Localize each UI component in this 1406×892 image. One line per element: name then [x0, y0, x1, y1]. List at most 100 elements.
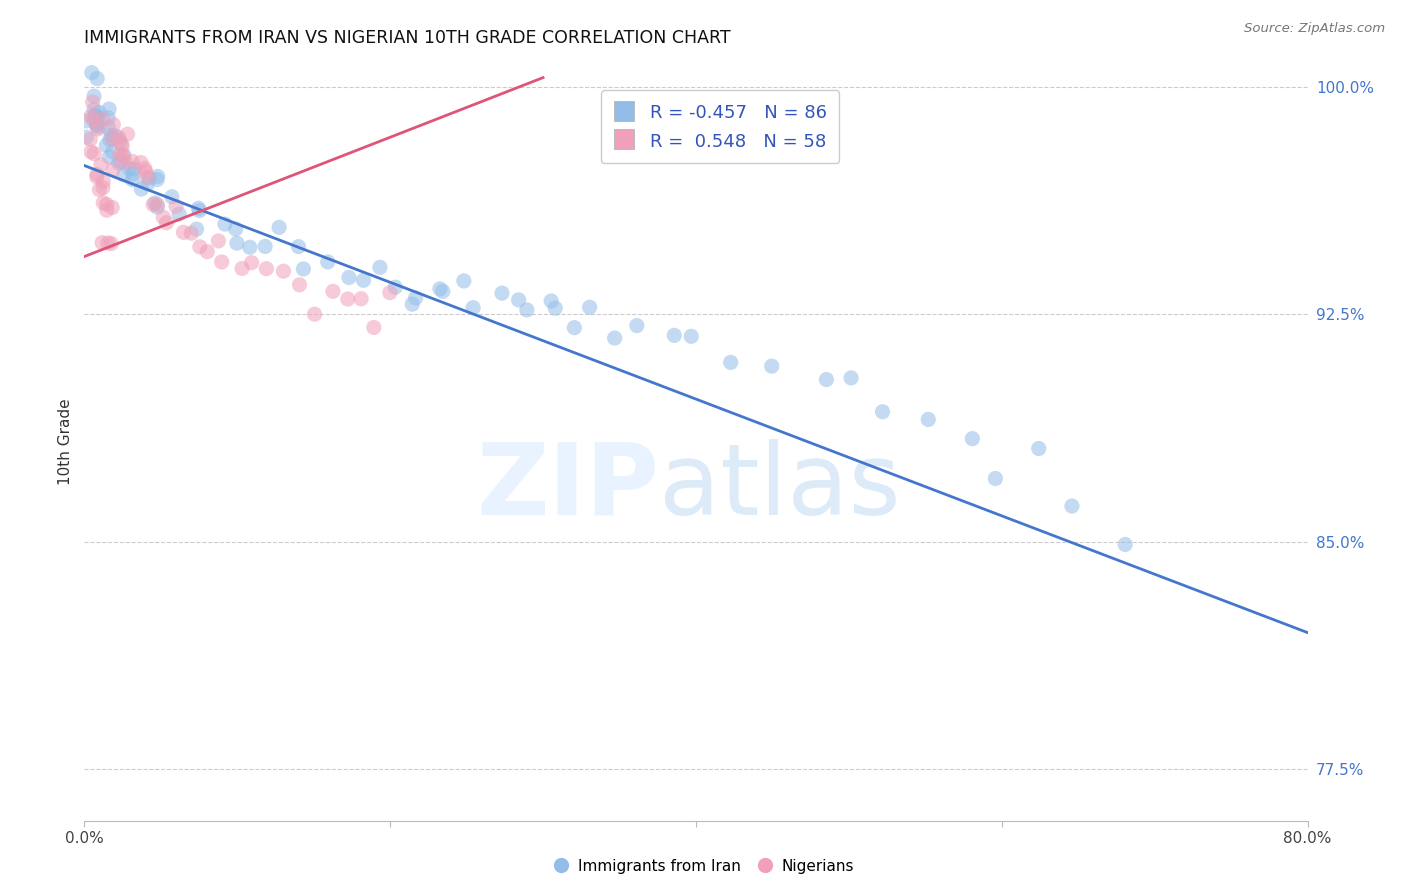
Point	[540, 293, 562, 308]
Point	[432, 285, 454, 299]
Point	[114, 154, 136, 169]
Point	[322, 285, 344, 299]
Point	[110, 154, 132, 169]
Point	[97, 235, 120, 250]
Point	[254, 261, 277, 276]
Point	[378, 285, 401, 300]
Point	[83, 103, 105, 117]
Point	[136, 177, 159, 191]
Point	[100, 128, 122, 143]
Point	[720, 355, 742, 369]
Point	[91, 174, 114, 188]
Point	[86, 169, 108, 184]
Point	[136, 169, 159, 184]
Point	[363, 320, 385, 334]
Point	[80, 110, 103, 124]
Point	[207, 234, 229, 248]
Point	[111, 149, 134, 163]
Point	[1021, 822, 1043, 837]
Point	[146, 169, 169, 184]
Point	[195, 244, 218, 259]
Point	[90, 158, 112, 172]
Point	[240, 255, 263, 269]
Point	[118, 161, 141, 176]
Text: IMMIGRANTS FROM IRAN VS NIGERIAN 10TH GRADE CORRELATION CHART: IMMIGRANTS FROM IRAN VS NIGERIAN 10TH GR…	[84, 29, 731, 47]
Point	[146, 197, 169, 211]
Point	[917, 412, 939, 426]
Y-axis label: 10th Grade: 10th Grade	[58, 398, 73, 485]
Point	[112, 147, 135, 161]
Point	[101, 145, 124, 159]
Point	[122, 167, 145, 181]
Point	[1028, 442, 1050, 456]
Point	[108, 147, 131, 161]
Point	[83, 146, 105, 161]
Point	[384, 280, 406, 294]
Point	[107, 156, 129, 170]
Point	[544, 301, 567, 316]
Text: ZIP: ZIP	[477, 439, 659, 535]
Point	[562, 320, 585, 334]
Point	[167, 207, 190, 221]
Point	[180, 226, 202, 240]
Point	[89, 183, 111, 197]
Point	[761, 359, 783, 373]
Point	[273, 264, 295, 278]
Point	[368, 260, 391, 275]
Point	[186, 222, 208, 236]
Point	[91, 195, 114, 210]
Point	[188, 203, 211, 218]
Point	[211, 255, 233, 269]
Point	[117, 127, 139, 141]
Point	[86, 122, 108, 136]
Point	[316, 255, 339, 269]
Point	[96, 197, 118, 211]
Legend: Immigrants from Iran, Nigerians: Immigrants from Iran, Nigerians	[546, 853, 860, 880]
Point	[129, 155, 152, 169]
Text: atlas: atlas	[659, 439, 901, 535]
Point	[155, 216, 177, 230]
Point	[429, 282, 451, 296]
Point	[350, 292, 373, 306]
Point	[962, 432, 984, 446]
Point	[131, 182, 153, 196]
Point	[146, 172, 169, 186]
Point	[463, 301, 485, 315]
Point	[79, 132, 101, 146]
Point	[269, 220, 291, 235]
Point	[121, 172, 143, 186]
Point	[97, 120, 120, 135]
Legend: R = -0.457   N = 86, R =  0.548   N = 58: R = -0.457 N = 86, R = 0.548 N = 58	[600, 90, 839, 163]
Point	[152, 211, 174, 225]
Point	[103, 118, 125, 132]
Point	[97, 111, 120, 125]
Point	[91, 112, 114, 127]
Point	[84, 110, 107, 124]
Point	[98, 102, 121, 116]
Point	[76, 114, 98, 128]
Point	[603, 331, 626, 345]
Point	[231, 261, 253, 276]
Point	[287, 240, 309, 254]
Point	[453, 274, 475, 288]
Point	[76, 130, 98, 145]
Point	[91, 235, 114, 250]
Point	[83, 89, 105, 103]
Point	[96, 203, 118, 218]
Point	[100, 236, 122, 251]
Point	[288, 277, 311, 292]
Point	[86, 71, 108, 86]
Point	[101, 131, 124, 145]
Point	[1114, 537, 1136, 551]
Point	[96, 138, 118, 153]
Point	[80, 145, 103, 159]
Point	[626, 318, 648, 333]
Point	[578, 300, 600, 314]
Point	[86, 168, 108, 182]
Point	[108, 134, 131, 148]
Point	[336, 292, 359, 306]
Point	[172, 225, 194, 239]
Point	[160, 190, 183, 204]
Point	[516, 302, 538, 317]
Point	[239, 240, 262, 254]
